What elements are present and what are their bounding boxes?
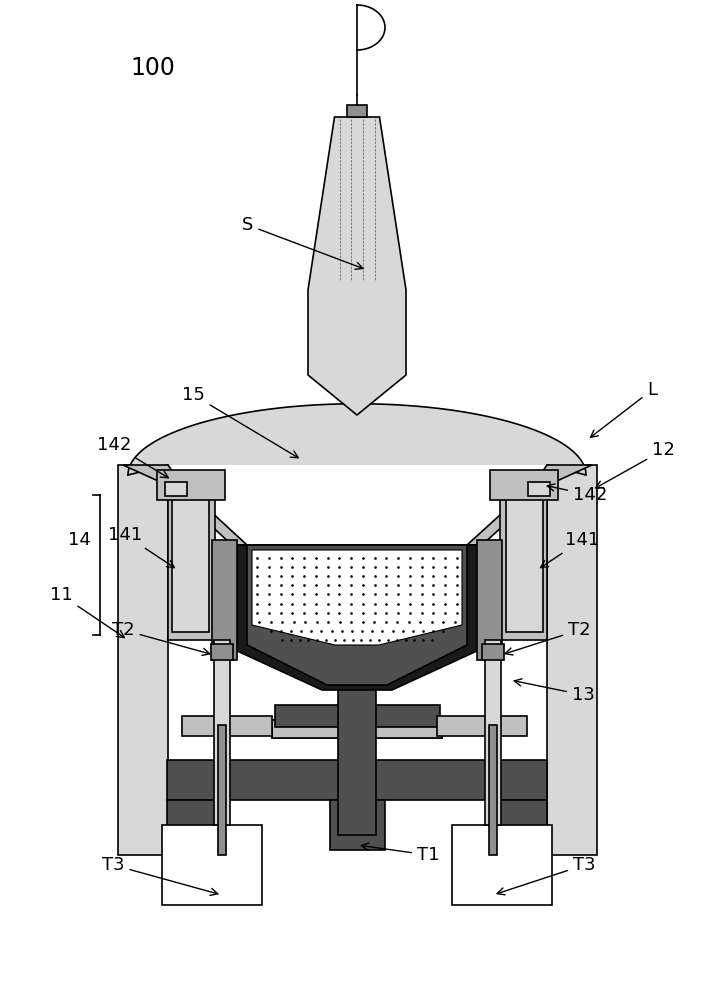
Text: 142: 142 (547, 484, 607, 504)
Text: T3: T3 (497, 856, 596, 895)
Text: 141: 141 (108, 526, 174, 568)
Bar (347, 105, 367, 117)
Bar (212, 540, 237, 660)
Bar (489, 725, 497, 855)
Polygon shape (247, 545, 467, 685)
Bar (165, 482, 187, 496)
Bar (492, 800, 547, 850)
Polygon shape (128, 404, 586, 475)
Bar (528, 482, 550, 496)
Bar (547, 465, 597, 855)
Bar (500, 490, 547, 640)
Bar (437, 716, 527, 736)
Text: T1: T1 (361, 843, 440, 864)
Bar (172, 498, 209, 632)
Text: 141: 141 (541, 531, 599, 568)
Text: T3: T3 (102, 856, 218, 895)
Polygon shape (467, 465, 592, 545)
Bar (167, 800, 222, 850)
Text: 100: 100 (130, 56, 175, 80)
Text: 12: 12 (596, 441, 675, 488)
Bar (218, 725, 226, 855)
Bar (338, 690, 376, 835)
Text: 14: 14 (68, 531, 91, 549)
Polygon shape (123, 465, 247, 545)
Bar (485, 640, 501, 825)
Bar (452, 825, 552, 905)
Bar (482, 644, 504, 660)
Polygon shape (252, 550, 462, 645)
Bar (272, 720, 442, 738)
Bar (477, 540, 502, 660)
Text: T2: T2 (112, 621, 209, 655)
Text: 13: 13 (514, 679, 595, 704)
Bar (118, 465, 168, 855)
Text: S: S (242, 216, 363, 269)
Text: T2: T2 (505, 621, 591, 655)
Bar (330, 800, 385, 850)
Bar (182, 716, 272, 736)
Bar (168, 490, 215, 640)
Bar (490, 470, 558, 500)
Bar (162, 825, 262, 905)
Text: L: L (591, 381, 657, 437)
Bar (167, 760, 547, 800)
Polygon shape (308, 117, 406, 415)
Polygon shape (235, 545, 479, 690)
Bar (157, 470, 225, 500)
Text: 15: 15 (182, 386, 298, 458)
Text: 11: 11 (50, 586, 124, 638)
Bar (506, 498, 543, 632)
Bar (272, 720, 442, 738)
Bar (214, 640, 230, 825)
Text: 142: 142 (97, 436, 168, 478)
Bar (275, 705, 440, 727)
Bar (211, 644, 233, 660)
